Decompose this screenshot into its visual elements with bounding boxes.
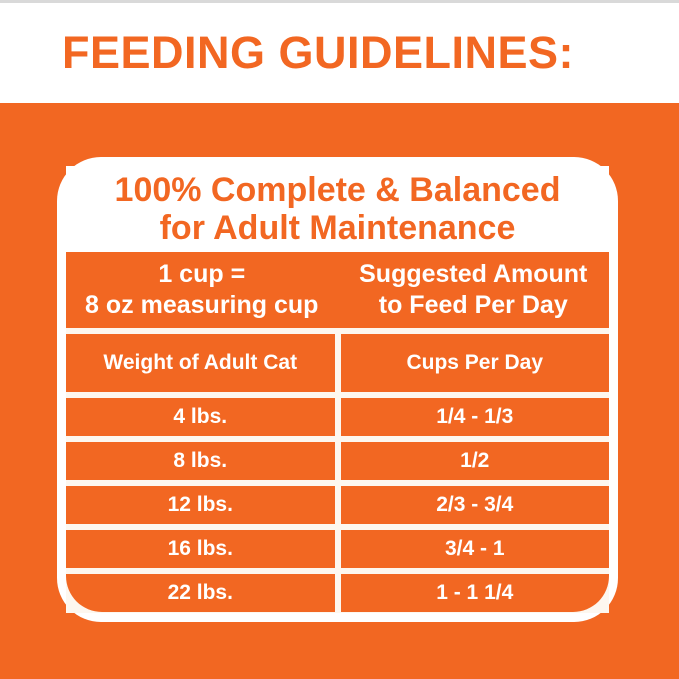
- weight-cell: 12 lbs.: [66, 486, 335, 524]
- page-title: FEEDING GUIDELINES:: [62, 27, 575, 78]
- feeding-table: 1 cup = 8 oz measuring cup Suggested Amo…: [66, 252, 609, 613]
- column-header-cups: Cups Per Day: [340, 334, 609, 392]
- column-header-row: Weight of Adult Cat Cups Per Day: [66, 334, 609, 392]
- cups-cell: 1/2: [340, 442, 609, 480]
- table-row: 8 lbs. 1/2: [66, 442, 609, 480]
- cups-cell: 2/3 - 3/4: [340, 486, 609, 524]
- weight-cell: 22 lbs.: [66, 574, 335, 612]
- card-title-line2: for Adult Maintenance: [159, 209, 516, 247]
- weight-cell: 8 lbs.: [66, 442, 335, 480]
- feeding-table-card: 100% Complete & Balanced for Adult Maint…: [57, 157, 618, 622]
- cup-measure-note: 1 cup = 8 oz measuring cup: [66, 252, 338, 328]
- card-title: 100% Complete & Balanced for Adult Maint…: [66, 166, 609, 252]
- cups-cell: 3/4 - 1: [340, 530, 609, 568]
- column-header-weight: Weight of Adult Cat: [66, 334, 335, 392]
- cups-cell: 1/4 - 1/3: [340, 398, 609, 436]
- table-row: 16 lbs. 3/4 - 1: [66, 530, 609, 568]
- weight-cell: 16 lbs.: [66, 530, 335, 568]
- table-row: 12 lbs. 2/3 - 3/4: [66, 486, 609, 524]
- table-row: 22 lbs. 1 - 1 1/4: [66, 574, 609, 612]
- info-row: 1 cup = 8 oz measuring cup Suggested Amo…: [66, 252, 609, 328]
- cups-cell: 1 - 1 1/4: [340, 574, 609, 612]
- weight-cell: 4 lbs.: [66, 398, 335, 436]
- cup-measure-line2: 8 oz measuring cup: [85, 291, 319, 319]
- suggested-amount-note: Suggested Amount to Feed Per Day: [337, 252, 609, 328]
- feeding-table-card-inner: 100% Complete & Balanced for Adult Maint…: [66, 166, 609, 613]
- suggested-amount-line2: to Feed Per Day: [378, 291, 568, 319]
- table-row: 4 lbs. 1/4 - 1/3: [66, 398, 609, 436]
- header-strip: FEEDING GUIDELINES:: [0, 0, 679, 103]
- cup-measure-line1: 1 cup =: [158, 260, 246, 288]
- card-title-line1: 100% Complete & Balanced: [114, 170, 561, 209]
- suggested-amount-line1: Suggested Amount: [359, 260, 588, 288]
